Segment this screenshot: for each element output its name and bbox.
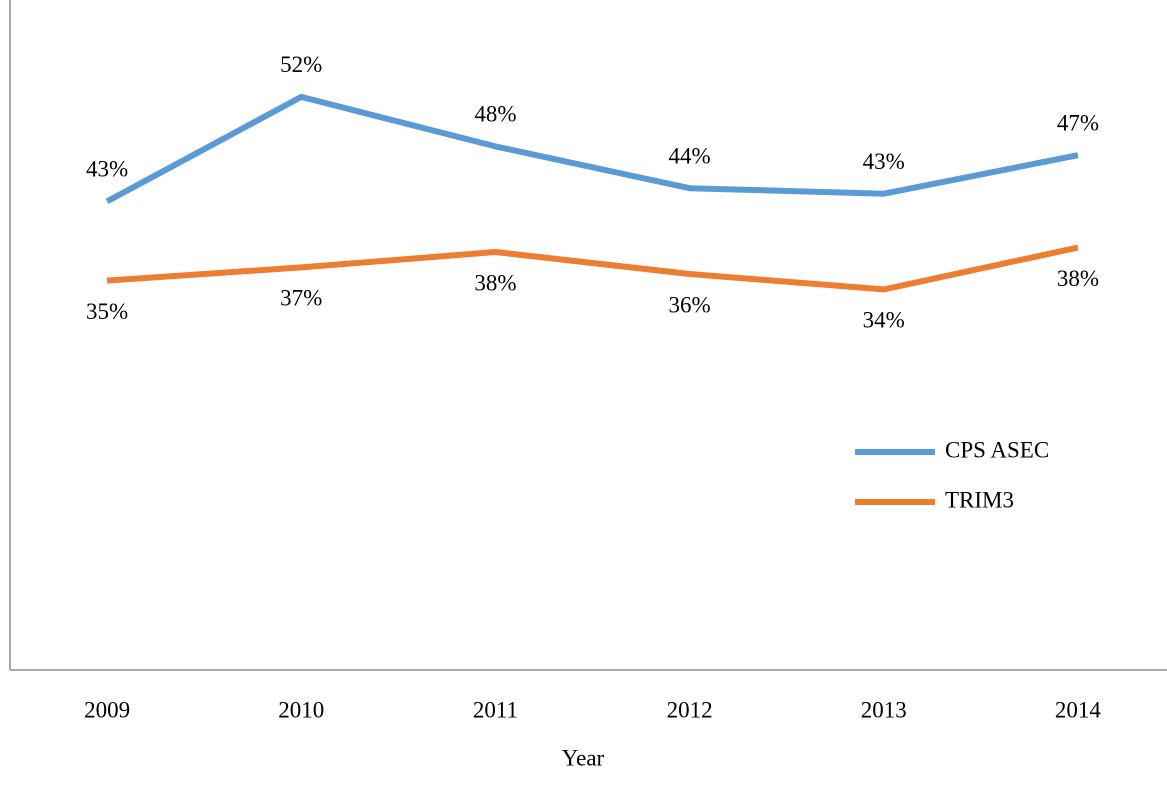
data-label: 43% xyxy=(86,157,128,182)
data-label: 52% xyxy=(280,52,322,77)
x-tick-label: 2011 xyxy=(473,697,518,722)
x-tick-label: 2009 xyxy=(84,697,130,722)
data-label: 44% xyxy=(668,143,710,168)
data-label: 47% xyxy=(1057,110,1099,135)
series-line xyxy=(105,93,1079,205)
x-tick-label: 2010 xyxy=(278,697,324,722)
x-axis-title: Year xyxy=(562,745,605,770)
x-tick-label: 2013 xyxy=(861,697,907,722)
data-label: 48% xyxy=(474,102,516,127)
data-label: 37% xyxy=(280,286,322,311)
data-label: 38% xyxy=(1057,266,1099,291)
data-label: 34% xyxy=(863,308,905,333)
x-tick-label: 2012 xyxy=(667,697,713,722)
data-label: 38% xyxy=(474,270,516,295)
legend-label: CPS ASEC xyxy=(945,437,1049,462)
data-label: 43% xyxy=(863,149,905,174)
series-line xyxy=(106,244,1079,293)
data-label: 36% xyxy=(668,292,710,317)
x-tick-label: 2014 xyxy=(1055,697,1102,722)
legend-label: TRIM3 xyxy=(945,487,1014,512)
data-label: 35% xyxy=(86,299,128,324)
